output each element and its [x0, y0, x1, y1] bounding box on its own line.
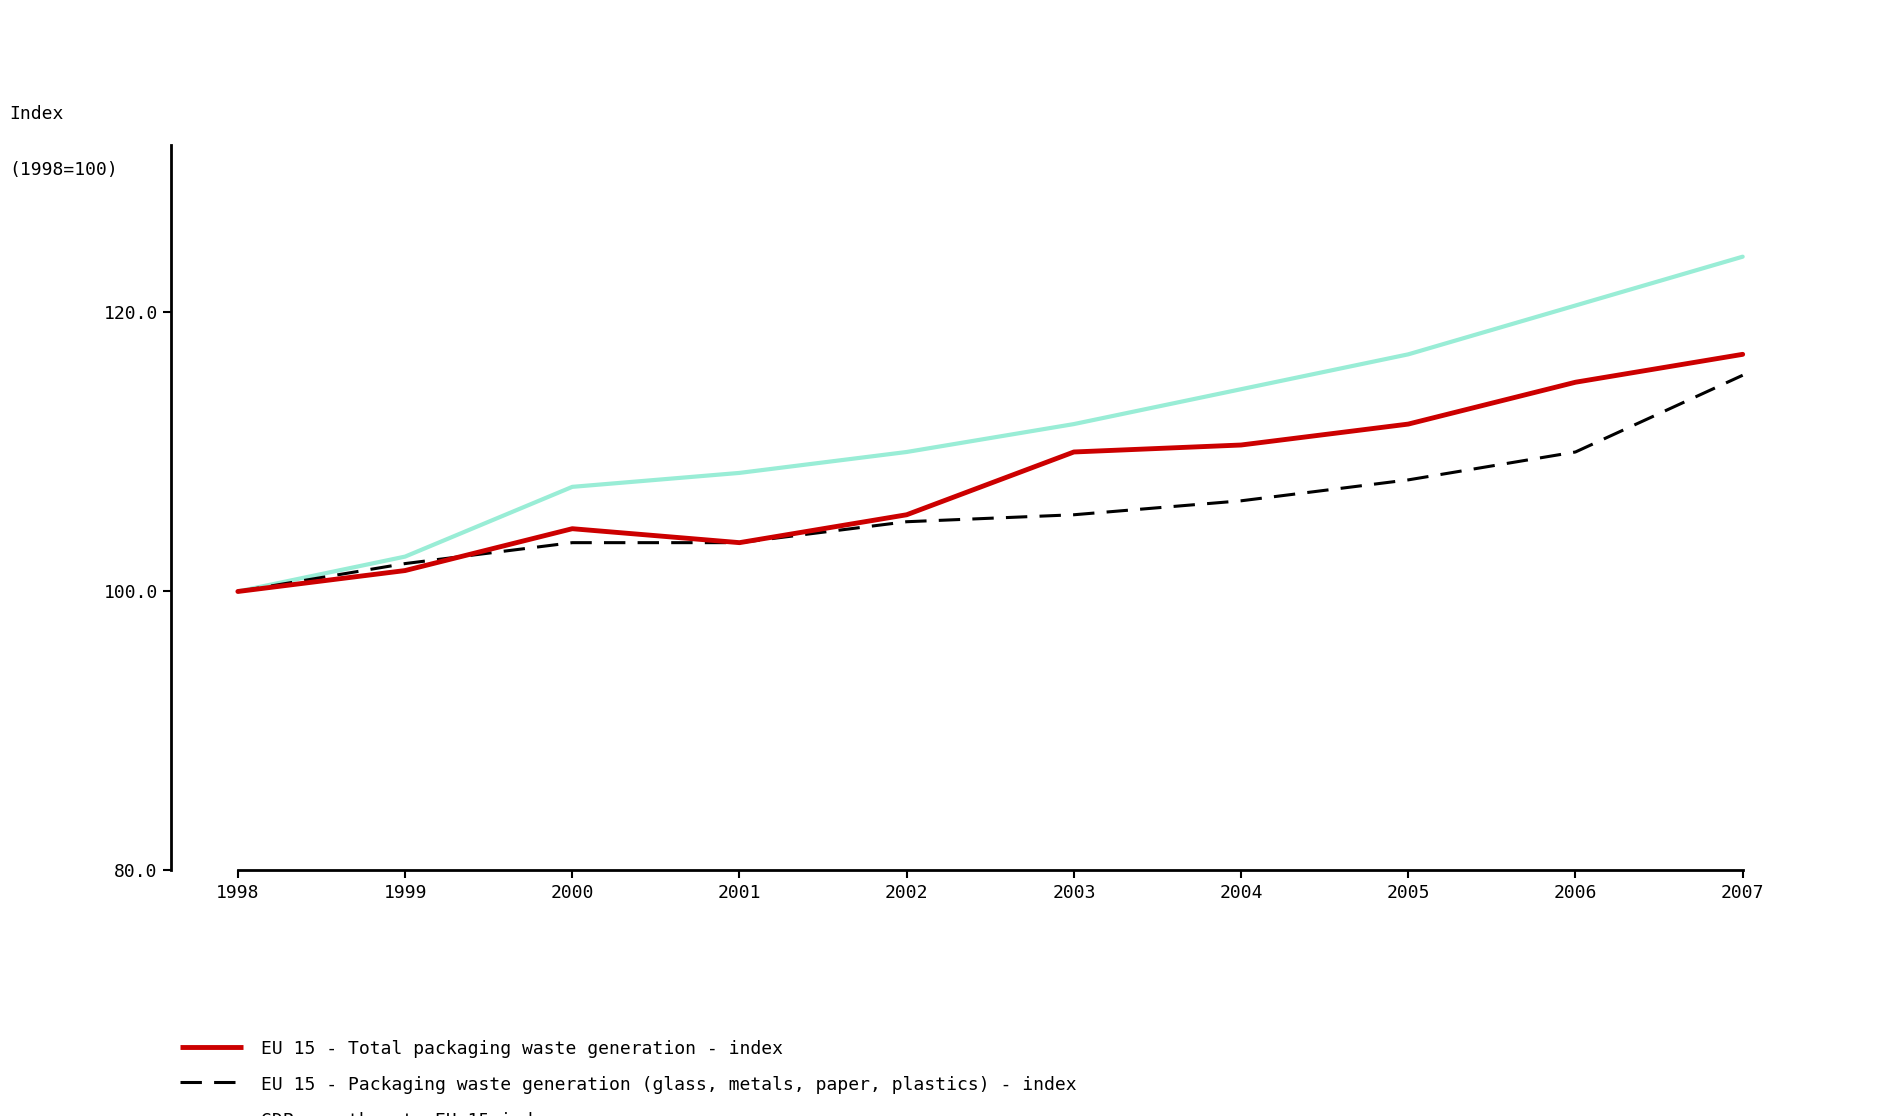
Text: (1998=100): (1998=100)	[10, 161, 118, 179]
Text: Index: Index	[10, 105, 65, 123]
Legend: EU 15 - Total packaging waste generation - index, EU 15 - Packaging waste genera: EU 15 - Total packaging waste generation…	[180, 1039, 1077, 1116]
